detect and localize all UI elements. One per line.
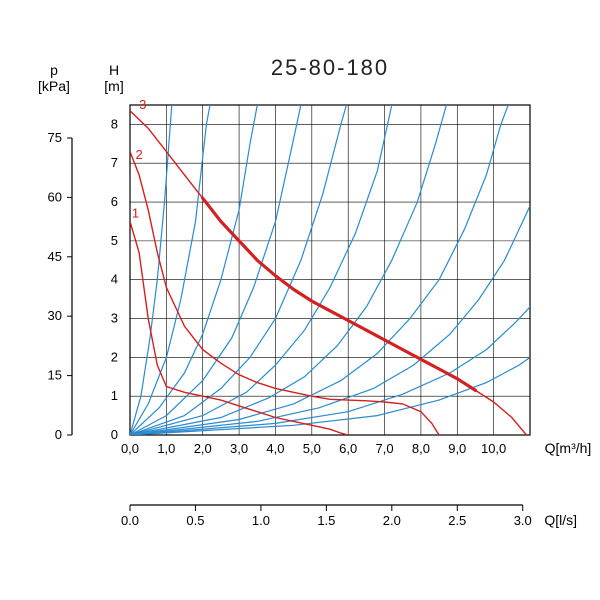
q-m3h-tick: 0,0 [121,441,139,456]
q-m3h-tick: 5,0 [303,441,321,456]
q-m3h-tick: 2,0 [194,441,212,456]
h-tick: 2 [111,349,118,364]
q-ls-tick: 1.0 [252,513,270,528]
pump-curve-chart: 25-80-180123012345678H[m]01530456075p[kP… [0,0,600,600]
h-tick: 0 [111,427,118,442]
h-tick: 6 [111,194,118,209]
q-m3h-tick: 3,0 [230,441,248,456]
curve-label: 1 [132,205,139,220]
curve-label: 2 [135,147,142,162]
q-m3h-unit: Q[m³/h] [545,440,592,456]
q-ls-tick: 0.0 [121,513,139,528]
q-m3h-tick: 7,0 [376,441,394,456]
p-tick: 45 [48,249,62,264]
q-ls-tick: 1.5 [317,513,335,528]
q-ls-tick: 3.0 [514,513,532,528]
h-label: H [109,62,119,78]
q-m3h-tick: 10,0 [481,441,506,456]
curve-label: 3 [139,97,146,112]
p-tick: 60 [48,189,62,204]
h-tick: 5 [111,233,118,248]
h-tick: 7 [111,155,118,170]
q-m3h-tick: 4,0 [266,441,284,456]
p-tick: 30 [48,308,62,323]
chart-title: 25-80-180 [271,55,389,80]
h-tick: 4 [111,272,118,287]
q-m3h-tick: 1,0 [157,441,175,456]
q-m3h-tick: 9,0 [448,441,466,456]
p-tick: 15 [48,368,62,383]
q-ls-unit: Q[l/s] [544,512,577,528]
q-m3h-tick: 6,0 [339,441,357,456]
q-ls-tick: 2.0 [383,513,401,528]
p-unit: [kPa] [38,78,70,94]
h-tick: 1 [111,388,118,403]
p-label: p [50,62,58,78]
p-tick: 0 [55,427,62,442]
q-ls-tick: 2.5 [448,513,466,528]
h-tick: 8 [111,116,118,131]
q-ls-tick: 0.5 [186,513,204,528]
h-unit: [m] [104,78,123,94]
q-m3h-tick: 8,0 [412,441,430,456]
h-tick: 3 [111,311,118,326]
p-tick: 75 [48,130,62,145]
